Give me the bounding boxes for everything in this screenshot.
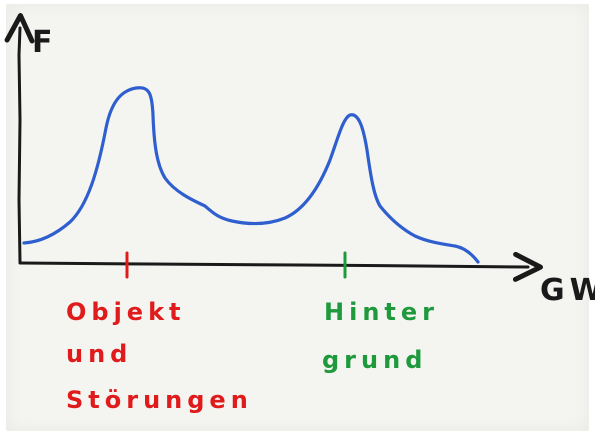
object-label-line-1: Objekt bbox=[66, 298, 186, 326]
paper-background bbox=[6, 4, 589, 431]
background-label-line-2: grund bbox=[322, 346, 427, 374]
x-axis bbox=[18, 251, 543, 282]
histogram-curve bbox=[22, 86, 480, 264]
y-axis-label: F bbox=[32, 25, 58, 60]
object-label-line-3: Störungen bbox=[66, 386, 253, 414]
background-label-line-1: Hinter bbox=[324, 298, 439, 326]
y-axis bbox=[4, 13, 35, 264]
object-label-line-2: und bbox=[66, 340, 132, 368]
x-axis-label: GW bbox=[540, 273, 595, 308]
